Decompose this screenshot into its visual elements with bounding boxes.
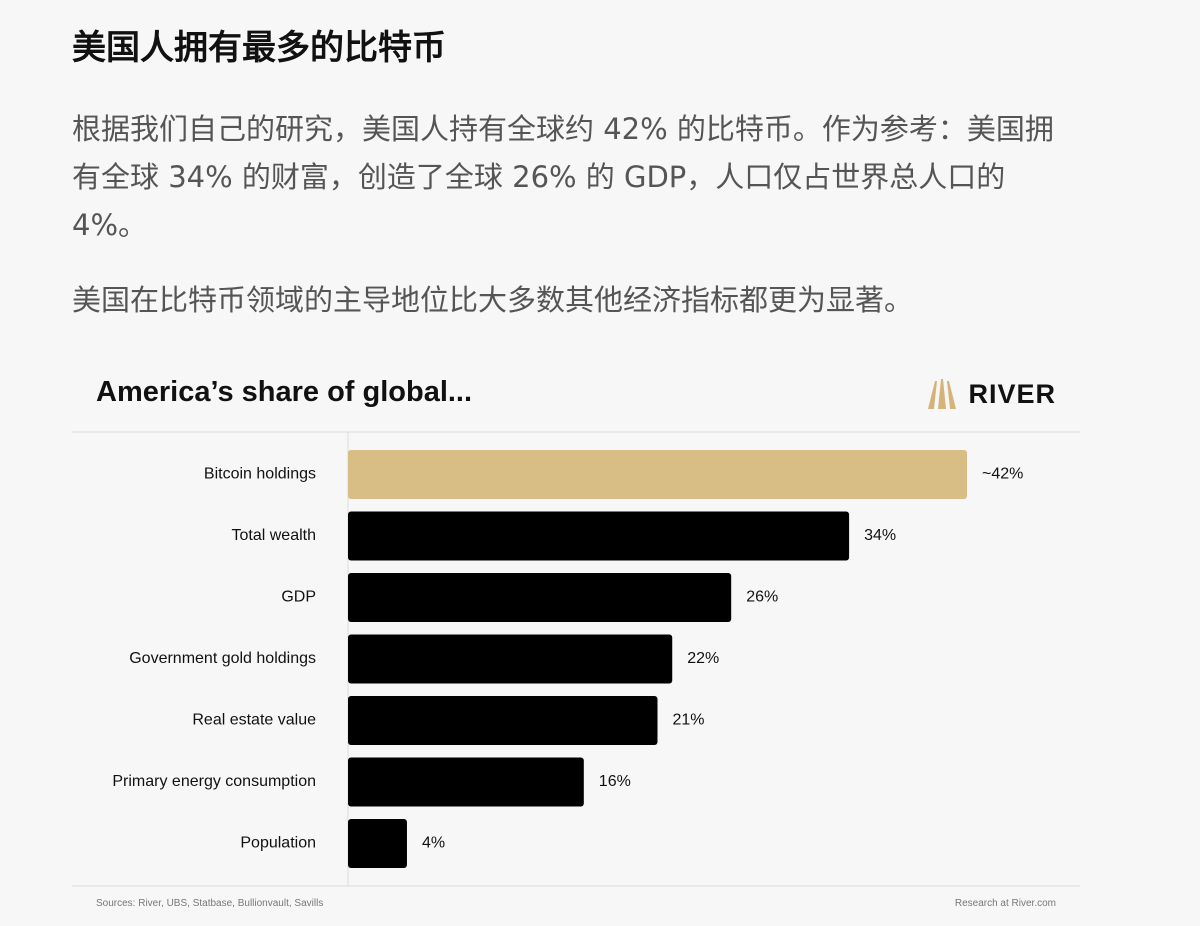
data-label-6: 4% (422, 835, 445, 852)
river-logo-icon (928, 379, 957, 409)
bar-1 (348, 511, 850, 561)
bar-5 (348, 757, 584, 807)
bar-chart: Bitcoin holdings ~42% Total wealth 34% GDP 26… (72, 431, 1080, 887)
chart-credit: Research at River.com (954, 898, 1056, 909)
data-label-2: 26% (746, 589, 778, 606)
bar-6 (348, 819, 407, 868)
bar-4 (348, 696, 658, 745)
category-label-3: Government gold holdings (129, 650, 316, 667)
data-label-4: 21% (673, 712, 705, 729)
bar-2 (348, 573, 732, 622)
data-label-0: ~42% (982, 466, 1023, 483)
category-label-1: Total wealth (232, 527, 317, 544)
category-label-4: Real estate value (192, 712, 316, 729)
article-title: 美国人拥有最多的比特币 (72, 28, 446, 68)
category-label-6: Population (240, 835, 316, 852)
bar-3 (348, 634, 673, 684)
chart-title: America’s share of global... (96, 376, 473, 408)
article-paragraph-2: 美国在比特币领域的主导地位比大多数其他经济指标都更为显著。 (72, 283, 914, 317)
chart-sources: Sources: River, UBS, Statbase, Bullionva… (96, 898, 324, 909)
chart-card: America’s share of global... RIVER Bitco… (72, 356, 1080, 926)
category-label-2: GDP (281, 589, 316, 606)
brand-name: RIVER (968, 378, 1056, 409)
category-label-5: Primary energy consumption (112, 773, 316, 790)
data-label-1: 34% (864, 527, 896, 544)
brand-logo: RIVER (926, 378, 1056, 410)
article-paragraph-1: 根据我们自己的研究，美国人持有全球约 42% 的比特币。作为参考：美国拥有全球 … (72, 112, 1054, 242)
category-label-0: Bitcoin holdings (204, 466, 316, 483)
data-label-3: 22% (687, 650, 719, 667)
data-label-5: 16% (599, 773, 631, 790)
bar-0 (348, 450, 967, 499)
